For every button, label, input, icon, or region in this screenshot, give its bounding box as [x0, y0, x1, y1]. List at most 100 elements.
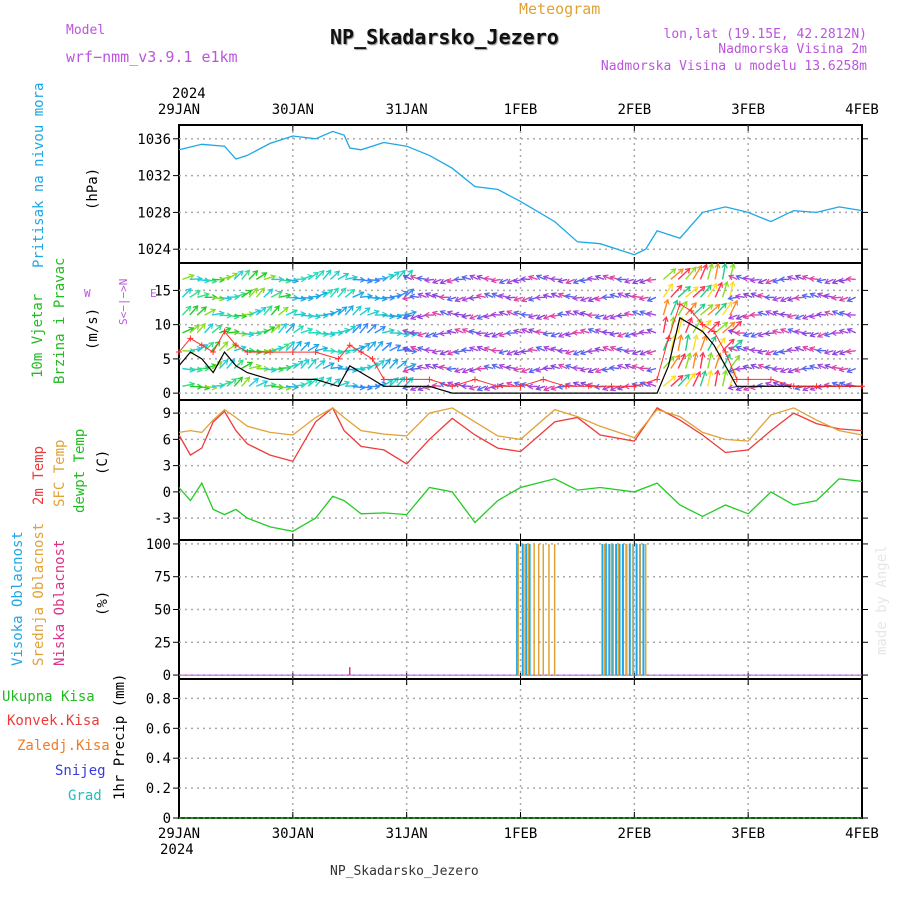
wind-arrow-head [409, 293, 416, 300]
gust-marker [312, 349, 319, 356]
wind-arrow [292, 341, 302, 352]
wind-arrow [684, 317, 693, 334]
wind-arrow [439, 332, 449, 335]
wind-arrow [529, 367, 538, 373]
wind-arrow [315, 314, 328, 317]
wind-arrow-head [219, 276, 226, 283]
wind-arrow-head [692, 333, 699, 341]
wind-arrow-head [717, 281, 723, 288]
wind-arrow-head [824, 363, 831, 370]
gust-marker [369, 355, 376, 362]
wind-arrow [352, 291, 364, 298]
wind-arrow-head [824, 310, 831, 317]
wind-arrow [410, 367, 420, 371]
wind-arrow [359, 278, 372, 283]
wind-arrow-head [609, 313, 616, 320]
wind-arrow [662, 375, 677, 387]
wind-arrow [337, 329, 350, 334]
wind-arrow [315, 376, 324, 387]
wind-arrow [367, 310, 380, 316]
wind-arrow-head [557, 277, 564, 284]
wind-arrow-head [734, 293, 741, 300]
wind-arrow-head [246, 289, 253, 296]
wind-arrow-head [528, 328, 535, 334]
pressure-line [178, 130, 863, 256]
wind-arrow [271, 346, 283, 352]
wind-arrow-head [579, 310, 586, 317]
wind-arrow-head [318, 269, 325, 276]
wind-arrow-head [714, 369, 721, 376]
wind-arrow-head [506, 278, 513, 285]
wind-arrow-head [395, 344, 402, 350]
wind-arrow-head [535, 314, 542, 320]
wind-arrow-head [207, 323, 214, 329]
wind-arrow-head [646, 328, 653, 335]
wind-arrow [197, 278, 210, 282]
y-axis-ticks: 1024 1028 1032 1036 0 5 10 15 -3 0 3 6 9 0 25 50 75 100 0 0… [137, 132, 868, 827]
wind-arrow-head [749, 277, 756, 284]
wind-arrow [330, 350, 343, 354]
x-tick-label-bottom: 31JAN [386, 826, 428, 842]
wind-arrow [551, 292, 561, 298]
wind-arrow-head [520, 367, 527, 374]
wind-arrow [795, 346, 805, 352]
wind-arrow [647, 382, 657, 387]
wind-arrow-head [579, 277, 586, 284]
wind-arrow [292, 325, 304, 334]
wind-arrow-head [276, 290, 283, 297]
wind-arrow-head [542, 314, 550, 320]
wind-arrow-head [490, 311, 497, 318]
wind-arrow [640, 381, 649, 387]
wind-arrow [513, 367, 523, 371]
wind-arrow-head [527, 383, 534, 390]
gust-marker [471, 376, 478, 383]
wind-arrow-head [742, 275, 749, 282]
wind-arrow-head [808, 275, 815, 282]
wind-arrow-head [252, 269, 259, 276]
wind-arrow [707, 321, 720, 334]
wind-arrow-head [322, 330, 329, 338]
wind-arrow-head [808, 313, 815, 320]
wind-arrow [337, 287, 347, 298]
wind-arrow-head [262, 380, 269, 386]
y-tick-label: 25 [154, 635, 171, 651]
wind-arrow-head [543, 345, 550, 352]
wind-arrow [469, 296, 479, 299]
wind-arrow [707, 263, 713, 280]
wind-arrow [248, 270, 258, 280]
wind-arrow-head [439, 278, 446, 285]
wind-arrow-head [304, 341, 311, 348]
wind-arrow [211, 296, 225, 300]
gust-marker [745, 376, 752, 383]
wind-arrow [714, 263, 719, 280]
wind-arrow-head [498, 331, 505, 338]
wind-arrow [617, 332, 627, 338]
wind-arrow [714, 282, 723, 298]
wind-arrow-head [417, 346, 424, 352]
wind-arrow [714, 370, 719, 387]
wind-arrow-head [431, 278, 438, 285]
wind-arrow-head [730, 369, 737, 377]
precip-legend-item: Grad [68, 788, 102, 804]
wind-arrow [810, 293, 819, 298]
wind-arrow [248, 309, 261, 316]
temp-dewpt-line [178, 478, 863, 532]
wind-arrow [337, 381, 350, 387]
wind-arrow [646, 278, 657, 282]
wind-arrow [624, 312, 634, 316]
wind-arrow-head [816, 383, 823, 391]
wind-arrow [839, 296, 849, 301]
wind-arrow [263, 326, 275, 334]
wind-arrow-head [407, 269, 414, 276]
wind-arrow [728, 275, 738, 281]
wind-arrow-head [721, 262, 728, 269]
wind-arrow-head [431, 348, 438, 355]
wind-arrow [639, 331, 649, 334]
wind-arrow-head [550, 292, 557, 299]
wind-arrow-head [594, 367, 601, 374]
wind-arrow [550, 278, 560, 281]
wind-arrow-head [564, 363, 572, 370]
wind-arrow [692, 285, 706, 298]
wind-arrow [396, 360, 407, 370]
wind-arrow-head [794, 274, 801, 281]
